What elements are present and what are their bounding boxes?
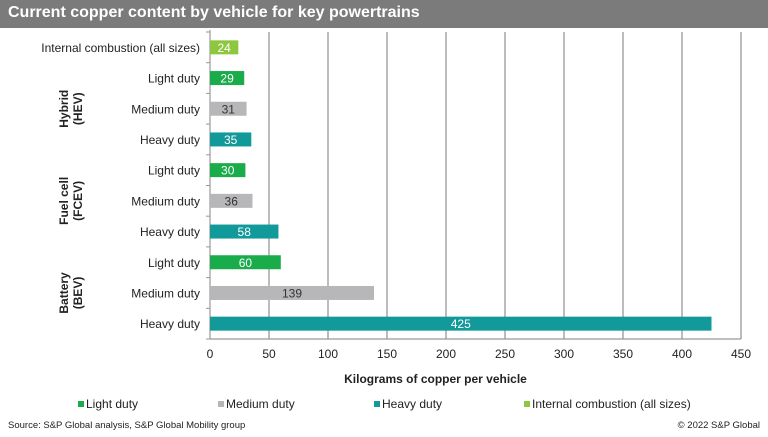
category-label: Internal combustion (all sizes) [41, 41, 200, 55]
category-label: Heavy duty [140, 317, 200, 331]
category-label: Medium duty [131, 286, 200, 300]
group-label-line: Hybrid [57, 90, 71, 128]
group-label-line: Battery [57, 272, 71, 314]
bar-heavy [210, 132, 252, 147]
x-tick-label: 450 [731, 347, 751, 361]
category-label: Light duty [148, 72, 200, 86]
legend-label-light: Light duty [86, 397, 138, 411]
bar-value-label: 58 [238, 225, 252, 239]
legend-swatch-light [78, 401, 84, 407]
bar-value-label: 24 [217, 41, 231, 55]
category-label: Light duty [148, 164, 200, 178]
bar-medium [210, 101, 247, 116]
x-axis-title: Kilograms of copper per vehicle [344, 372, 527, 386]
bar-value-label: 35 [224, 133, 238, 147]
bar-medium [210, 193, 253, 208]
legend-swatch-medium [218, 401, 224, 407]
group-label-line: (FCEV) [71, 181, 85, 221]
bar-value-label: 30 [221, 164, 235, 178]
category-label: Heavy duty [140, 225, 200, 239]
bar-value-label: 36 [225, 194, 239, 208]
bar-value-label: 139 [282, 286, 302, 300]
x-tick-label: 50 [262, 347, 276, 361]
legend-label-ice: Internal combustion (all sizes) [532, 397, 691, 411]
group-label: Fuel cell(FCEV) [57, 177, 85, 225]
category-label: Medium duty [131, 194, 200, 208]
legend-label-heavy: Heavy duty [382, 397, 442, 411]
group-label: Hybrid(HEV) [57, 90, 85, 128]
group-label-line: (HEV) [71, 92, 85, 125]
bar-light [210, 163, 246, 178]
title-bar: Current copper content by vehicle for ke… [0, 0, 768, 28]
bar-value-label: 425 [451, 317, 471, 331]
chart-title: Current copper content by vehicle for ke… [8, 4, 420, 21]
bar-light [210, 255, 281, 270]
bar-light [210, 71, 245, 86]
bar-medium [210, 285, 375, 300]
bar-ice [210, 40, 239, 55]
legend-label-medium: Medium duty [226, 397, 295, 411]
x-tick-label: 300 [554, 347, 574, 361]
source-note: Source: S&P Global analysis, S&P Global … [8, 420, 246, 431]
legend-swatch-ice [524, 401, 530, 407]
category-label: Light duty [148, 256, 200, 270]
x-tick-label: 150 [377, 347, 397, 361]
x-tick-label: 350 [613, 347, 633, 361]
bar-value-label: 29 [220, 72, 234, 86]
x-tick-label: 0 [207, 347, 214, 361]
x-tick-label: 250 [495, 347, 515, 361]
category-label: Medium duty [131, 102, 200, 116]
bar-value-label: 60 [239, 256, 253, 270]
group-label: Battery(BEV) [57, 272, 85, 314]
x-tick-label: 400 [672, 347, 692, 361]
bar-value-label: 31 [222, 102, 236, 116]
legend-swatch-heavy [374, 401, 380, 407]
bar-heavy [210, 224, 279, 239]
category-label: Heavy duty [140, 133, 200, 147]
copyright: © 2022 S&P Global [677, 420, 760, 431]
group-label-line: Fuel cell [57, 177, 71, 225]
x-tick-label: 100 [318, 347, 338, 361]
bar-heavy [210, 316, 712, 331]
group-label-line: (BEV) [71, 277, 85, 310]
x-tick-label: 200 [436, 347, 456, 361]
